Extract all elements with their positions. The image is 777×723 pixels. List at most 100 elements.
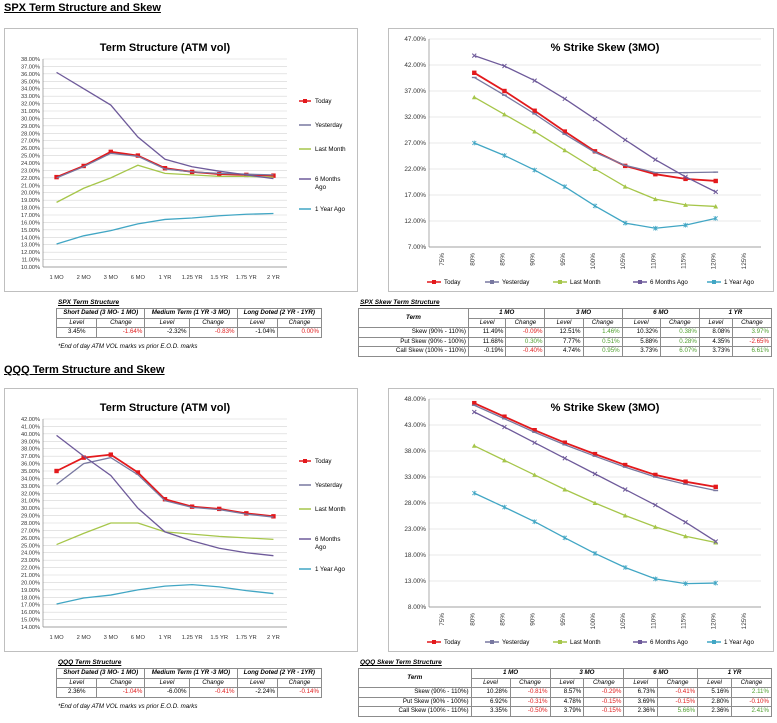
sub-change: Change xyxy=(583,678,625,688)
qqq-skew-table: Term 1 MO 3 MO 6 MO 1 YR Level Change Le… xyxy=(358,668,773,717)
y-tick-label: 40.00% xyxy=(21,432,40,438)
y-tick-label: 17.00% xyxy=(21,603,40,609)
y-tick-label: 7.00% xyxy=(408,244,426,251)
legend-label: 6 Months xyxy=(315,176,340,183)
data-point xyxy=(562,96,568,102)
x-tick-label: 85% xyxy=(499,253,506,266)
y-tick-label: 32.00% xyxy=(404,114,426,121)
data-point xyxy=(622,487,628,492)
sub-level: Level xyxy=(697,678,732,688)
data-point xyxy=(471,94,477,100)
spx-skew-table: Term 1 MO 3 MO 6 MO 1 YR Level Change Le… xyxy=(358,308,773,357)
x-tick-label: 115% xyxy=(681,613,688,629)
y-tick-label: 20.00% xyxy=(21,580,40,586)
series-line xyxy=(473,492,716,585)
spx-term-table: Short Dated (3 MO- 1 MO) Medium Term (1 … xyxy=(55,308,323,338)
table-cell: 10.28% xyxy=(470,687,511,698)
table-cell: -6.00% xyxy=(144,687,190,698)
y-tick-label: 30.00% xyxy=(21,116,40,122)
qqq-term-head-medium: Medium Term (1 YR -3 MO) xyxy=(144,668,238,679)
legend-label: 6 Months Ago xyxy=(650,639,688,646)
x-tick-label: 105% xyxy=(620,253,627,270)
x-tick-label: 75% xyxy=(439,253,446,266)
x-tick-label: 115% xyxy=(681,253,688,269)
table-cell: -0.29% xyxy=(583,687,625,698)
y-tick-label: 27.00% xyxy=(21,139,40,145)
y-tick-label: 33.00% xyxy=(21,94,40,100)
x-tick-label: 1.75 YR xyxy=(236,635,257,641)
series-line xyxy=(56,164,274,203)
table-cell: 3.97% xyxy=(731,327,773,338)
table-cell: -0.15% xyxy=(583,706,625,717)
x-tick-label: 90% xyxy=(530,253,537,266)
data-point xyxy=(713,216,719,221)
y-tick-label: 29.00% xyxy=(21,124,40,130)
legend-marker xyxy=(303,459,307,463)
data-point xyxy=(471,140,477,146)
y-tick-label: 42.00% xyxy=(21,417,40,423)
y-tick-label: 24.00% xyxy=(21,161,40,167)
qqq-term-head-long: Long Doted (2 YR - 1YR) xyxy=(236,668,323,679)
x-tick-label: 1.25 YR xyxy=(182,275,203,281)
data-point xyxy=(622,462,628,468)
y-tick-label: 24.00% xyxy=(21,551,40,557)
y-tick-label: 12.00% xyxy=(21,250,40,256)
y-tick-label: 27.00% xyxy=(21,528,40,534)
sub-change: Change xyxy=(96,678,146,688)
x-tick-label: 3 MO xyxy=(104,275,119,281)
y-tick-label: 43.00% xyxy=(404,422,426,429)
y-tick-label: 36.00% xyxy=(21,72,40,78)
sub-level: Level xyxy=(623,678,659,688)
sub-change: Change xyxy=(657,678,699,688)
table-cell: 4.35% xyxy=(698,336,733,347)
y-tick-label: 42.00% xyxy=(404,62,426,69)
legend-label: Today xyxy=(315,458,332,465)
qqq-skew-term-head: Term xyxy=(358,668,472,688)
y-tick-label: 37.00% xyxy=(404,88,426,95)
y-tick-label: 20.00% xyxy=(21,191,40,197)
table-cell: -0.09% xyxy=(505,327,546,338)
data-point xyxy=(162,166,168,171)
legend-label: Today xyxy=(444,279,461,286)
y-tick-label: 16.00% xyxy=(21,220,40,226)
data-point xyxy=(592,551,598,556)
x-tick-label: 6 MO xyxy=(131,635,146,641)
table-cell: 6.92% xyxy=(470,696,511,707)
spx-term-head-long: Long Doted (2 YR - 1YR) xyxy=(236,308,323,319)
series-line xyxy=(474,404,716,492)
sub-level: Level xyxy=(544,318,584,328)
data-point xyxy=(622,184,628,189)
y-tick-label: 15.00% xyxy=(21,228,40,234)
spx-term-chart: 10.00% 11.00% 12.00% 13.00% 14.00% 15.00% 16.0… xyxy=(4,28,358,292)
sub-level: Level xyxy=(236,318,279,328)
row-label: Skew (90% - 110%) xyxy=(358,687,472,698)
table-cell: 8.08% xyxy=(698,327,733,338)
y-tick-label: 8.00% xyxy=(408,604,426,611)
qqq-skew-head-3mo: 3 MO xyxy=(549,668,625,679)
data-point xyxy=(622,565,628,570)
data-point xyxy=(562,129,568,134)
row-label: Put Skew (90% - 100%) xyxy=(358,696,472,707)
series-line xyxy=(56,71,274,180)
series-line xyxy=(474,142,716,229)
data-point xyxy=(622,513,628,518)
sub-change: Change xyxy=(505,318,546,328)
qqq-skew-head-6mo: 6 MO xyxy=(623,668,699,679)
x-tick-label: 80% xyxy=(469,613,476,626)
data-point xyxy=(562,535,568,541)
data-point xyxy=(592,203,598,209)
qqq-skew-head-1yr: 1 YR xyxy=(697,668,772,679)
legend-marker xyxy=(490,640,494,644)
legend-label: Today xyxy=(315,98,332,105)
table-row: Put Skew (90% - 100%) 11.68% 0.30% 7.77%… xyxy=(358,336,773,347)
spx-skew-head-6mo: 6 MO xyxy=(621,308,700,319)
y-tick-label: 31.00% xyxy=(21,499,40,505)
sub-level: Level xyxy=(621,318,661,328)
table-cell: 3.79% xyxy=(549,706,585,717)
table-cell: 0.00% xyxy=(277,327,322,338)
y-tick-label: 30.00% xyxy=(21,506,40,512)
table-cell: -0.41% xyxy=(657,687,699,698)
series-line xyxy=(56,212,274,245)
qqq-term-head-short: Short Dated (3 MO- 1 MO) xyxy=(55,668,146,679)
y-tick-label: 32.00% xyxy=(21,491,40,497)
